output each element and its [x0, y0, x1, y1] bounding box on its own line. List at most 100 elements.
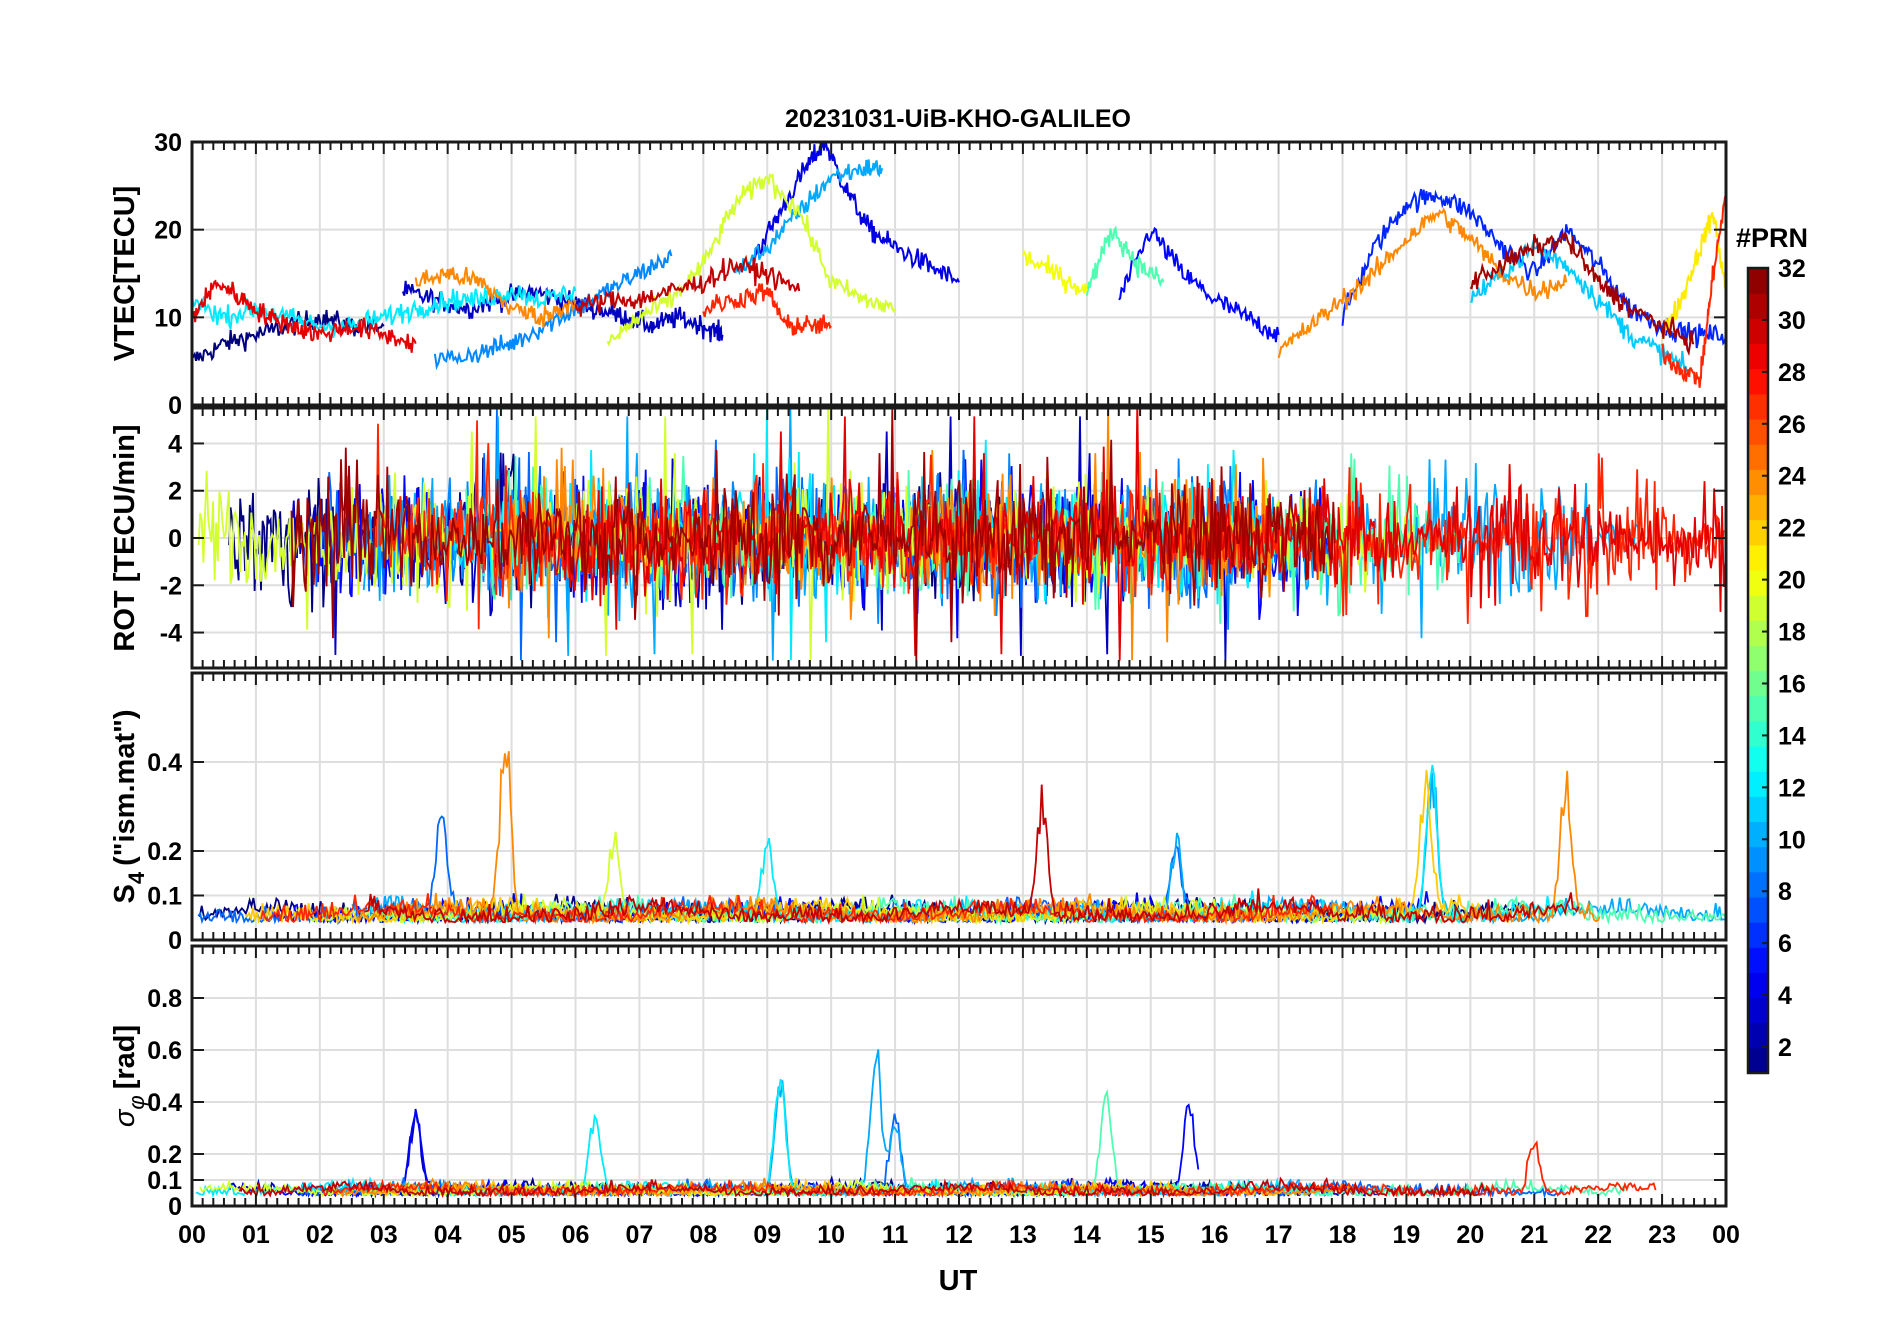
colorbar-band	[1748, 368, 1768, 395]
x-tick-label: 12	[945, 1221, 973, 1249]
y-axis-title-sigma_phi: σφ[rad]	[109, 1025, 149, 1127]
x-tick-label: 17	[1265, 1221, 1293, 1249]
colorbar-tick-label: 14	[1778, 722, 1806, 750]
y-tick-label: 0.1	[147, 1167, 182, 1195]
vtec-series-prn-24	[1277, 207, 1568, 359]
colorbar-band	[1748, 444, 1768, 470]
colorbar-tick-label: 16	[1778, 670, 1806, 698]
vtec-series-prn-12	[192, 284, 577, 339]
x-tick-label: 10	[817, 1221, 845, 1249]
colorbar-band	[1748, 494, 1768, 521]
colorbar-tick-label: 6	[1778, 930, 1792, 958]
colorbar-tick-label: 10	[1778, 826, 1806, 854]
colorbar-band	[1748, 871, 1768, 898]
y-tick-label: 0.2	[147, 1141, 182, 1169]
plot-area-s4	[197, 751, 1726, 926]
y-tick-label: 30	[154, 129, 182, 157]
colorbar-band	[1748, 343, 1768, 370]
colorbar-band	[1748, 569, 1768, 596]
y-axis-title-rot: ROT [TECU/min]	[109, 424, 141, 651]
y-tick-label: -2	[160, 572, 182, 600]
vtec-series-prn-27	[1661, 194, 1726, 388]
vtec-series-prn-10	[734, 159, 884, 276]
y-tick-label: 2	[168, 478, 182, 506]
colorbar-band	[1748, 318, 1768, 345]
panel-rot: -4 -2 0 2 4 ROT [TECU/min]	[109, 406, 1728, 670]
y-tick-label: 0.4	[147, 749, 182, 777]
colorbar-band	[1748, 695, 1768, 722]
x-tick-label: 16	[1201, 1221, 1229, 1249]
x-tick-label: 01	[242, 1221, 270, 1249]
colorbar-band	[1748, 670, 1768, 697]
colorbar-band	[1748, 293, 1768, 319]
x-tick-label: 08	[689, 1221, 717, 1249]
s4-series-prn-27	[260, 893, 1334, 925]
colorbar-tick-label: 30	[1778, 307, 1806, 335]
x-tick-label: 14	[1073, 1221, 1101, 1249]
x-tick-label: 13	[1009, 1221, 1037, 1249]
vtec-series-prn-5	[1118, 226, 1280, 343]
vtec-series-prn-30	[574, 254, 801, 317]
colorbar-band	[1748, 418, 1768, 445]
plot-area-sigma_phi	[195, 1049, 1657, 1199]
colorbar-tick-label: 22	[1778, 515, 1806, 543]
colorbar-band	[1748, 1022, 1768, 1049]
x-tick-label: 00	[1712, 1221, 1740, 1249]
vtec-series-prn-4	[753, 142, 960, 285]
colorbar-band	[1748, 720, 1768, 747]
colorbar-band	[1748, 393, 1768, 420]
colorbar-band	[1748, 896, 1768, 923]
x-tick-label: 22	[1584, 1221, 1612, 1249]
x-tick-label: 02	[306, 1221, 334, 1249]
vtec-series-prn-3	[401, 280, 724, 343]
panel-s4: 0 0.1 0.2 0.4S4("ism.mat")	[109, 671, 1728, 955]
vtec-series-prn-15	[1085, 225, 1165, 296]
colorbar-tick-label: 24	[1778, 463, 1806, 491]
x-tick-label: 07	[626, 1221, 654, 1249]
x-tick-label: 15	[1137, 1221, 1165, 1249]
vtec-series-prn-24	[414, 266, 577, 328]
colorbar-band	[1748, 268, 1768, 294]
y-axis-title-s4: S4("ism.mat")	[109, 709, 149, 903]
colorbar-band	[1748, 972, 1768, 999]
colorbar-band	[1748, 645, 1768, 672]
y-tick-label: 0.2	[147, 838, 182, 866]
x-tick-label: 20	[1456, 1221, 1484, 1249]
x-tick-label: 03	[370, 1221, 398, 1249]
plot-area-rot	[197, 408, 1726, 661]
colorbar-frame	[1746, 266, 1770, 1075]
y-tick-label: 0.8	[147, 985, 182, 1013]
y-tick-label: 0	[168, 525, 182, 553]
colorbar-band	[1748, 620, 1768, 646]
x-tick-label: 06	[562, 1221, 590, 1249]
colorbar-band	[1748, 846, 1768, 873]
panel-sigma_phi: 00.10.2 0.4 0.6 0.8 σφ[rad]	[109, 944, 1728, 1221]
colorbar-band	[1748, 519, 1768, 546]
colorbar-title: #PRN	[1736, 223, 1808, 253]
x-axis-title: UT	[939, 1265, 978, 1297]
x-tick-label: 05	[498, 1221, 526, 1249]
y-tick-label: 10	[154, 304, 182, 332]
vtec-series-prn-31	[1469, 232, 1695, 357]
plot-area-vtec	[192, 142, 1726, 388]
y-tick-label: 0	[168, 1193, 182, 1221]
colorbar-tick-label: 28	[1778, 359, 1806, 387]
vtec-series-prn-29	[192, 279, 417, 353]
colorbar-band	[1748, 1047, 1768, 1074]
panel-vtec: 0 10 20 30 VTEC[TECU]	[109, 129, 1728, 420]
x-tick-label: 09	[753, 1221, 781, 1249]
colorbar-tick-label: 12	[1778, 774, 1806, 802]
y-tick-label: 0.4	[147, 1089, 182, 1117]
s4-series-prn-30	[364, 784, 1580, 926]
x-tick-label: 00	[178, 1221, 206, 1249]
colorbar-tick-label: 20	[1778, 567, 1806, 595]
vtec-series-prn-21	[1661, 211, 1726, 340]
colorbar-tick-label: 4	[1778, 982, 1792, 1010]
colorbar-band	[1748, 544, 1768, 571]
colorbar-band	[1748, 947, 1768, 973]
sigma_phi-series-prn-30	[238, 1176, 1493, 1199]
y-tick-label: 0.1	[147, 883, 182, 911]
vtec-series-prn-27	[702, 283, 832, 336]
